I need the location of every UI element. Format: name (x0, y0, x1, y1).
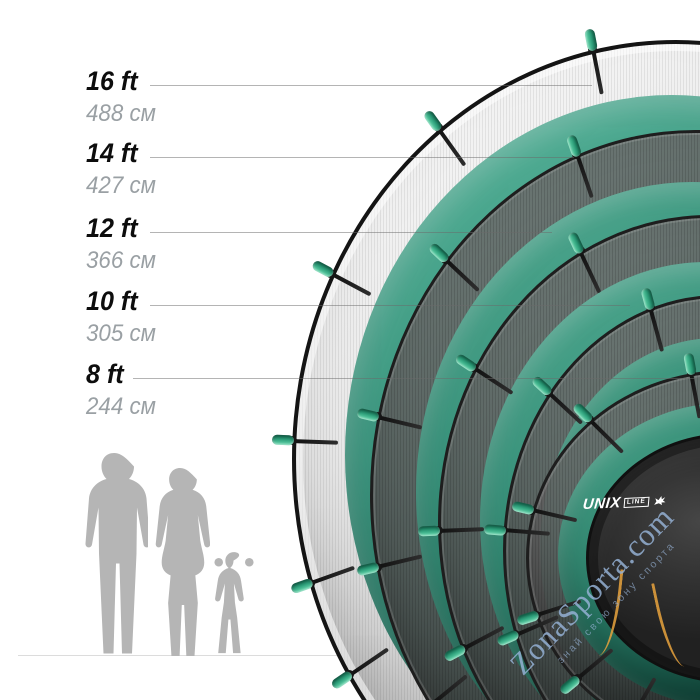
logo-brand-text: UNIX (582, 494, 622, 514)
size-feet-label: 16 ft (86, 66, 138, 96)
leader-line-12ft (150, 232, 552, 233)
woman-silhouette (155, 467, 210, 656)
ground-line (18, 655, 448, 656)
pole-cap-icon (417, 525, 441, 537)
man-silhouette (85, 453, 148, 654)
size-label-14ft: 14 ft 427 см (86, 140, 156, 198)
pole-cap-icon (483, 523, 506, 536)
leader-line-14ft (150, 157, 574, 158)
kangaroo-icon (653, 496, 666, 506)
size-label-8ft: 8 ft 244 см (86, 361, 156, 419)
child-silhouette (214, 552, 254, 654)
size-label-16ft: 16 ft 488 см (86, 68, 156, 126)
size-cm-label: 488 см (86, 100, 156, 127)
leader-line-8ft (133, 378, 697, 379)
pole-cap-icon (422, 108, 444, 133)
leader-line-16ft (150, 85, 592, 86)
size-feet-label: 12 ft (86, 213, 138, 243)
unix-line-logo: UNIX LINE (582, 492, 667, 513)
size-cm-label: 305 см (86, 320, 156, 347)
size-feet-label: 8 ft (86, 359, 124, 389)
size-label-10ft: 10 ft 305 см (86, 288, 156, 346)
pole-cap-icon (584, 28, 599, 52)
size-label-12ft: 12 ft 366 см (86, 215, 156, 273)
pole-cap-icon (290, 577, 315, 595)
pole-cap-icon (330, 669, 355, 691)
size-feet-label: 10 ft (86, 286, 138, 316)
size-feet-label: 14 ft (86, 138, 138, 168)
size-cm-label: 427 см (86, 172, 156, 199)
size-cm-label: 244 см (86, 393, 156, 420)
size-cm-label: 366 см (86, 247, 156, 274)
logo-line-text: LINE (623, 496, 650, 508)
pole-cap-icon (272, 434, 295, 446)
pole-cap-icon (310, 259, 335, 279)
leader-line-10ft (150, 305, 630, 306)
